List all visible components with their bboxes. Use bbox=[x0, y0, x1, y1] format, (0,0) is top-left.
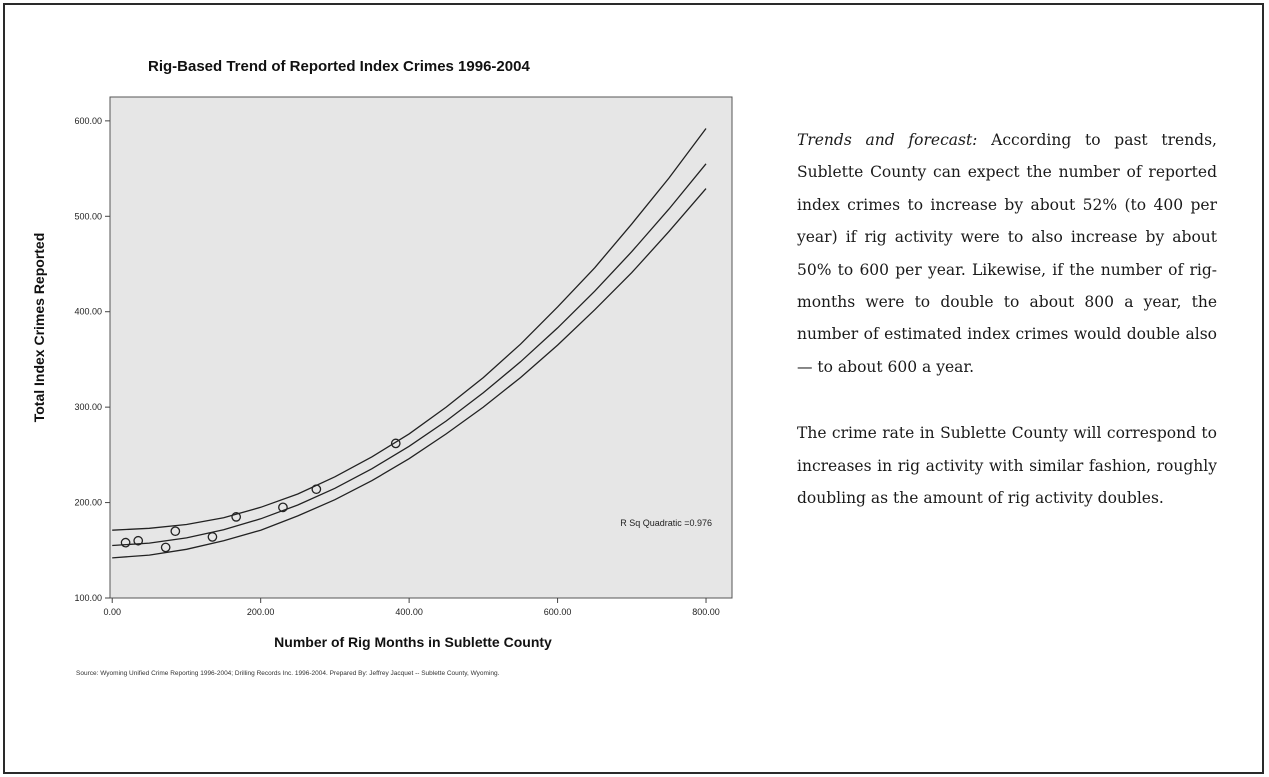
x-tick-label: 0.00 bbox=[103, 607, 121, 617]
x-tick-label: 600.00 bbox=[544, 607, 572, 617]
y-tick-label: 500.00 bbox=[74, 211, 102, 221]
x-tick-label: 800.00 bbox=[692, 607, 720, 617]
y-axis-label: Total Index Crimes Reported bbox=[31, 233, 47, 423]
y-tick-label: 100.00 bbox=[74, 593, 102, 603]
data-point bbox=[231, 512, 242, 522]
chart-figure: Rig-Based Trend of Reported Index Crimes… bbox=[31, 58, 733, 677]
y-tick-label: 200.00 bbox=[74, 498, 102, 508]
x-tick-label: 200.00 bbox=[247, 607, 275, 617]
x-axis-label: Number of Rig Months in Sublette County bbox=[274, 634, 552, 650]
data-point bbox=[120, 537, 131, 548]
x-tick-label: 400.00 bbox=[395, 607, 423, 617]
data-point bbox=[390, 438, 401, 449]
chart-title: Rig-Based Trend of Reported Index Crimes… bbox=[148, 58, 530, 75]
data-point bbox=[133, 535, 144, 546]
data-point bbox=[278, 502, 288, 513]
fit-lower-bound-line bbox=[112, 188, 707, 559]
y-tick-label: 600.00 bbox=[74, 116, 102, 126]
paragraph-lead: Trends and forecast: bbox=[797, 131, 978, 149]
text-column: Trends and forecast: According to past t… bbox=[797, 124, 1217, 514]
data-point bbox=[207, 532, 218, 542]
r-squared-annotation: R Sq Quadratic =0.976 bbox=[620, 518, 712, 528]
y-tick-label: 400.00 bbox=[74, 307, 102, 317]
paragraph-trends: Trends and forecast: According to past t… bbox=[797, 124, 1217, 383]
chart-svg: 100.00 200.00 300.00 400.00 500.00 600.00 0.00… bbox=[31, 96, 733, 650]
plot-area bbox=[109, 96, 733, 599]
paragraph-crime-rate: The crime rate in Sublette County will c… bbox=[797, 424, 1217, 508]
data-point bbox=[170, 526, 181, 537]
fit-upper-bound-line bbox=[112, 128, 707, 531]
data-point bbox=[160, 542, 171, 553]
y-tick-label: 300.00 bbox=[74, 402, 102, 412]
data-point bbox=[311, 484, 322, 495]
paragraph-trends-body: According to past trends, Sublette Count… bbox=[797, 131, 1217, 376]
chart-source-note: Source: Wyoming Unified Crime Reporting … bbox=[76, 670, 500, 677]
